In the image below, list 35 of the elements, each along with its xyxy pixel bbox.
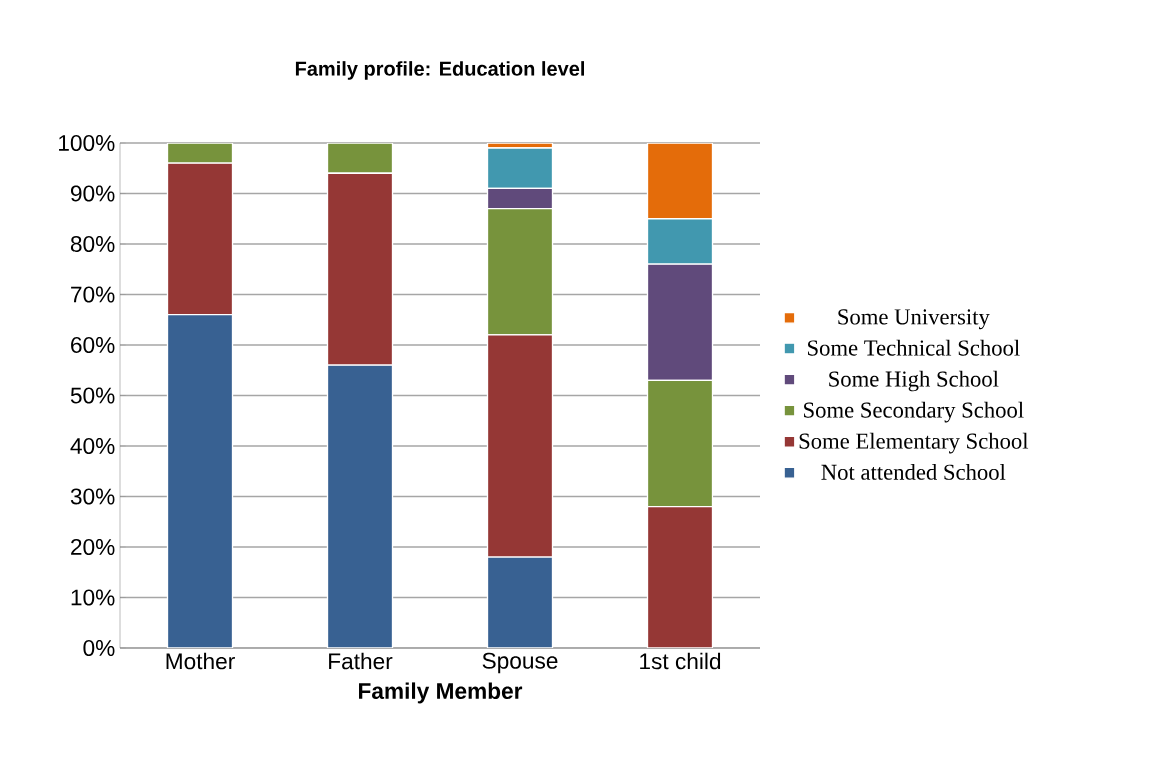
legend-label: Some Technical School: [808, 339, 1020, 356]
y-tick-label: 70%: [71, 286, 115, 303]
y-tick-label: 80%: [70, 235, 115, 253]
bar: [646, 505, 714, 648]
y-tick-label: 50%: [70, 387, 115, 404]
chart-title: Family profile: Education level: [295, 61, 584, 80]
bar: [166, 142, 234, 164]
y-tick-label: 40%: [70, 437, 115, 455]
bar: [646, 142, 714, 220]
bar: [646, 379, 714, 508]
y-tick-label: 100%: [59, 134, 115, 152]
x-tick-label: 1st child: [640, 652, 721, 670]
legend-label: Some High School: [829, 370, 999, 392]
legend-label: Some University: [838, 309, 990, 330]
bar: [166, 314, 234, 648]
x-tick-label: Spouse: [482, 652, 558, 674]
x-axis-title: Family Member: [359, 682, 523, 704]
bar: [326, 364, 394, 648]
bar: [166, 162, 234, 316]
bar: [486, 207, 554, 336]
bar: [326, 172, 394, 366]
bar: [486, 334, 554, 558]
y-tick-label: 10%: [71, 589, 115, 606]
y-tick-label: 30%: [70, 488, 115, 505]
legend-label: Not attended School: [821, 463, 1006, 480]
x-tick-label: Mother: [166, 652, 235, 670]
legend-label: Some Elementary School: [799, 432, 1029, 454]
bar: [486, 556, 554, 648]
bar: [326, 142, 394, 174]
y-tick-label: 60%: [71, 336, 115, 354]
x-tick-label: Father: [329, 652, 393, 670]
y-tick-label: 20%: [71, 538, 115, 556]
y-tick-label: 0%: [83, 639, 115, 657]
legend-label: Some Secondary School: [804, 401, 1024, 423]
y-tick-label: 90%: [70, 185, 115, 202]
